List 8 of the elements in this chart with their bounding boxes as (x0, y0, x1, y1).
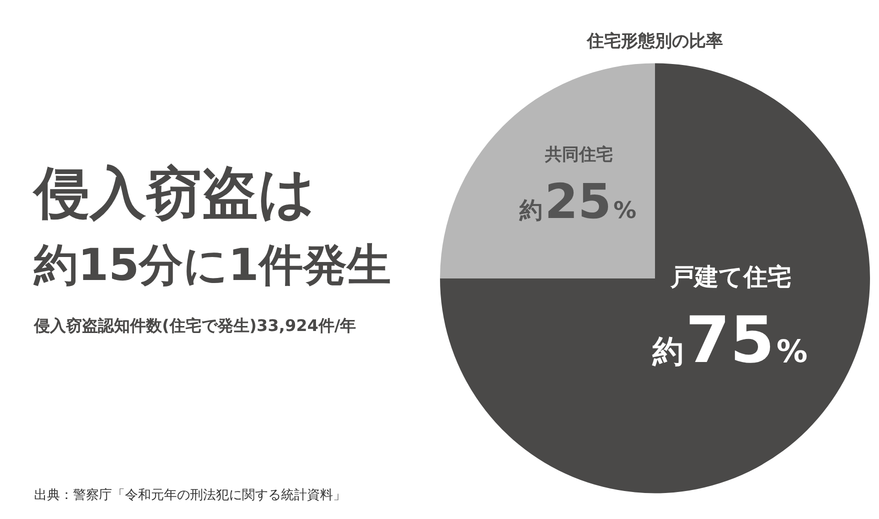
slice-label: 戸建て住宅 (670, 263, 792, 292)
text: 侵入窃盗認知件数(住宅で発生)33,924件/年 (34, 316, 356, 337)
text: 侵入窃盗は (34, 160, 315, 228)
text: 約15分に1件発生 (34, 240, 391, 293)
slice-label: 共同住宅 (544, 145, 613, 166)
data-label: 約75% (651, 304, 808, 378)
chart-title: 住宅形態別の比率 (586, 32, 723, 52)
source-note: 出典：警察庁「令和元年の刑法犯に関する統計資料」 (34, 488, 346, 505)
